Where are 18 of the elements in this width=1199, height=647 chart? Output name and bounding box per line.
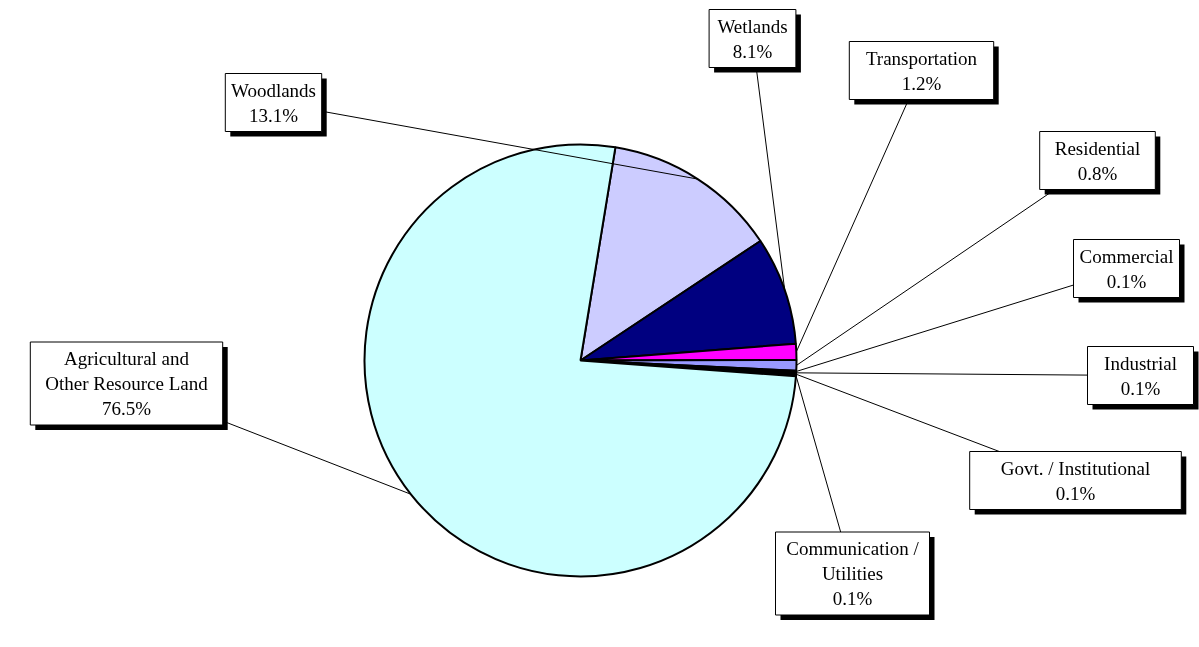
data-label: 13.1% xyxy=(248,104,299,126)
slice-label: Woodlands xyxy=(230,79,317,101)
data-label: 0.8% xyxy=(1077,162,1118,184)
data-label: 1.2% xyxy=(901,72,942,94)
slice-label: Wetlands xyxy=(717,15,788,37)
data-label: 0.1% xyxy=(832,588,873,609)
data-label: 0.1% xyxy=(1055,482,1096,504)
slice-label: Commercial xyxy=(1079,245,1174,267)
slice-label: Residential xyxy=(1054,137,1141,159)
slice-label: Industrial xyxy=(1104,352,1177,374)
slice-label: Communication / Utilities xyxy=(786,538,920,584)
data-label: 0.1% xyxy=(1106,270,1147,292)
slice-label: Agricultural and Other Resource Land xyxy=(45,348,209,394)
data-label: 0.1% xyxy=(1120,377,1161,399)
data-label: 8.1% xyxy=(732,40,773,62)
slice-label: Govt. / Institutional xyxy=(1000,457,1151,479)
slice-label: Transportation xyxy=(865,47,978,69)
data-label: 76.5% xyxy=(101,398,152,419)
